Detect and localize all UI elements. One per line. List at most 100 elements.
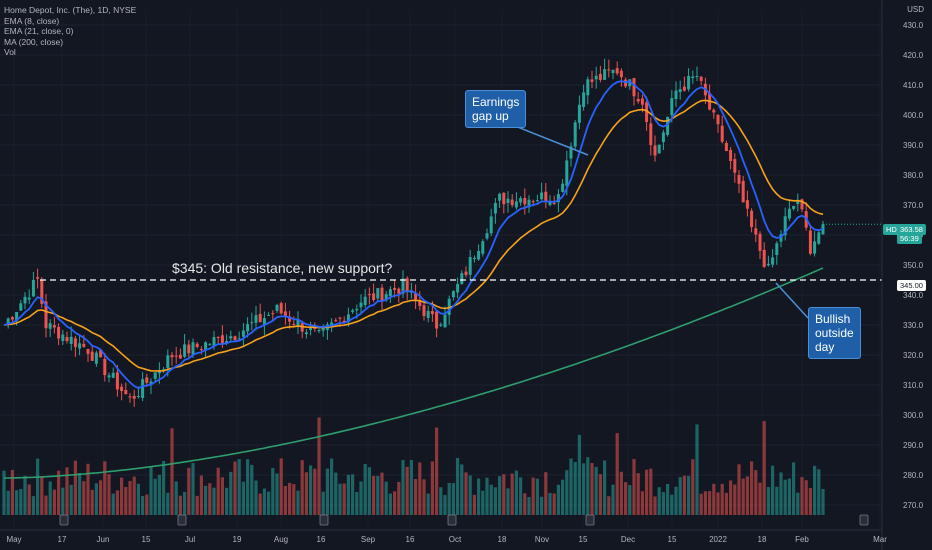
candle-body: [69, 336, 73, 344]
volume-bar: [40, 476, 44, 515]
candle-body: [78, 343, 82, 349]
price-tick-label: 410.0: [903, 81, 924, 90]
volume-bar: [796, 492, 800, 515]
volume-bar: [157, 474, 161, 515]
candle-body: [636, 98, 640, 102]
candle-body: [258, 313, 262, 323]
candle-body: [493, 203, 497, 214]
volume-bar: [153, 478, 157, 515]
candle-body: [225, 340, 229, 344]
volume-bar: [351, 474, 355, 515]
candle-body: [670, 98, 674, 116]
volume-bar: [250, 464, 254, 515]
volume-bar: [653, 496, 657, 515]
time-tick-label: May: [6, 535, 21, 544]
time-tick-label: Sep: [361, 535, 376, 544]
volume-bar: [556, 484, 560, 515]
volume-bar: [493, 487, 497, 515]
volume-bar: [779, 472, 783, 515]
candle-body: [712, 109, 716, 113]
candle-body: [426, 310, 430, 318]
earnings-marker-icon: [447, 514, 457, 526]
volume-bar: [481, 490, 485, 515]
volume-bar: [271, 468, 275, 515]
candle-body: [418, 299, 422, 306]
bullish-arrow: [775, 282, 809, 319]
candle-body: [649, 123, 653, 146]
volume-bar: [52, 489, 56, 515]
volume-bar: [804, 480, 808, 515]
candle-body: [174, 355, 178, 357]
candle-body: [519, 198, 523, 203]
candle-body: [128, 396, 132, 398]
volume-bar: [27, 484, 31, 515]
candle-body: [435, 311, 439, 329]
volume-bar: [607, 496, 611, 515]
volume-bar: [321, 491, 325, 515]
volume-bar: [233, 461, 237, 515]
volume-bar: [216, 467, 220, 515]
volume-bar: [552, 493, 556, 515]
volume-bar: [292, 484, 296, 515]
candle-body: [540, 192, 544, 200]
candle-body: [569, 146, 573, 159]
candle-body: [640, 98, 644, 105]
volume-bar: [384, 481, 388, 515]
volume-bar: [712, 483, 716, 515]
candle-body: [6, 318, 10, 324]
candle-body: [720, 125, 724, 142]
volume-bar: [733, 484, 737, 515]
candle-body: [527, 199, 531, 208]
volume-bar: [363, 463, 367, 515]
candle-body: [212, 337, 216, 347]
candle-body: [460, 273, 464, 285]
last-price-tag: 363.58: [897, 224, 926, 235]
volume-bar: [78, 473, 82, 515]
volume-bar: [615, 433, 619, 515]
volume-bar: [212, 487, 216, 515]
candle-body: [699, 76, 703, 81]
time-tick-label: Feb: [795, 535, 809, 544]
candle-body: [338, 317, 342, 319]
candle-body: [796, 199, 800, 204]
candle-body: [141, 379, 145, 398]
volume-bar: [737, 464, 741, 515]
time-tick-label: 16: [406, 535, 415, 544]
volume-bar: [691, 459, 695, 515]
volume-bar: [514, 470, 518, 515]
candle-body: [645, 102, 649, 122]
volume-bar: [132, 476, 136, 515]
candle-body: [15, 311, 19, 321]
volume-bar: [376, 475, 380, 515]
volume-bar: [48, 481, 52, 515]
volume-bar: [199, 475, 203, 515]
price-tick-label: 310.0: [903, 381, 924, 390]
candle-body: [44, 301, 48, 329]
volume-bar: [544, 472, 548, 515]
candle-body: [766, 263, 770, 266]
volume-bar: [111, 493, 115, 515]
volume-bar: [808, 488, 812, 515]
candle-body: [510, 199, 514, 206]
candle-body: [279, 303, 283, 314]
candle-body: [229, 336, 233, 339]
volume-bar: [359, 481, 363, 515]
legend-ma200: MA (200, close): [4, 36, 64, 47]
volume-bar: [355, 492, 359, 515]
candle-body: [317, 329, 321, 332]
volume-bar: [758, 482, 762, 515]
volume-bar: [229, 471, 233, 515]
candle-body: [737, 175, 741, 184]
candle-body: [792, 205, 796, 209]
candle-body: [691, 76, 695, 79]
candle-body: [359, 302, 363, 308]
candle-body: [254, 315, 258, 323]
candle-body: [523, 198, 527, 205]
volume-bar: [443, 494, 447, 515]
volume-bar: [640, 491, 644, 515]
candle-body: [485, 233, 489, 239]
volume-bar: [519, 477, 523, 515]
volume-bar: [435, 427, 439, 515]
volume-bar: [821, 488, 825, 515]
